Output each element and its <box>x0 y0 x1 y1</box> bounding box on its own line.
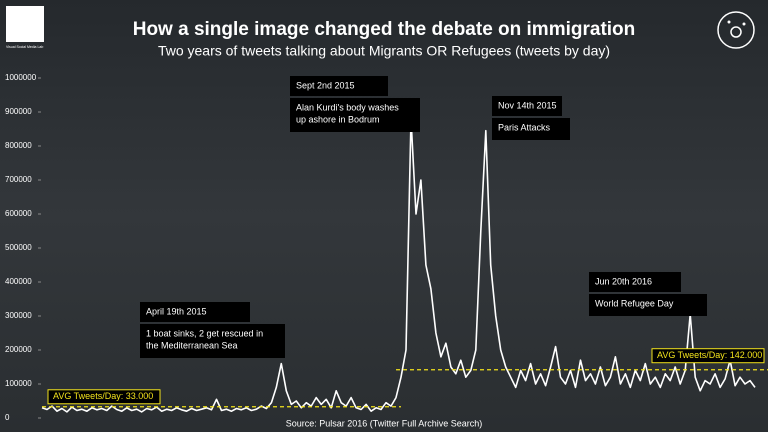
y-tick-label: 200000 <box>5 345 32 354</box>
y-tick-label: 0 <box>5 413 10 422</box>
annotation-date-box <box>290 76 388 96</box>
average-label: AVG Tweets/Day: 142.000 <box>657 350 762 360</box>
annotation-date: Jun 20th 2016 <box>595 276 652 286</box>
average-label-box <box>651 348 765 364</box>
annotation-text: Alan Kurdi's body washes <box>296 102 399 112</box>
y-tick-label: 600000 <box>5 209 32 218</box>
annotation-text: 1 boat sinks, 2 get rescued in <box>146 328 263 338</box>
logo-text: Visual Social Media Lab <box>6 45 43 49</box>
y-tick-label: 1000000 <box>5 73 37 82</box>
annotation-box <box>492 118 570 140</box>
y-tick-label: 500000 <box>5 243 32 252</box>
source: Source: Pulsar 2016 (Twitter Full Archiv… <box>286 418 483 428</box>
average-label: AVG Tweets/Day: 33.000 <box>53 391 153 401</box>
y-tick-label: 300000 <box>5 311 32 320</box>
y-tick-label: 100000 <box>5 379 32 388</box>
annotation-date-box <box>140 302 250 322</box>
corner-icon <box>717 11 755 49</box>
annotation-date: Sept 2nd 2015 <box>296 80 355 90</box>
annotation-text: the Mediterranean Sea <box>146 340 238 350</box>
annotation-box <box>140 324 285 358</box>
annotation-date-box <box>492 96 562 116</box>
y-tick-label: 400000 <box>5 277 32 286</box>
annotation-date-box <box>589 272 681 292</box>
annotation-box <box>589 294 707 316</box>
annotation-text: World Refugee Day <box>595 298 674 308</box>
average-label-box <box>47 389 161 405</box>
chart-title: How a single image changed the debate on… <box>133 19 636 40</box>
annotation-text: Paris Attacks <box>498 122 551 132</box>
y-tick-label: 800000 <box>5 141 32 150</box>
annotation-date: April 19th 2015 <box>146 306 207 316</box>
data-line <box>41 118 756 413</box>
chart-subtitle: Two years of tweets talking about Migran… <box>158 43 610 59</box>
annotation-date: Nov 14th 2015 <box>498 100 557 110</box>
y-tick-label: 900000 <box>5 107 32 116</box>
annotation-text: up ashore in Bodrum <box>296 114 380 124</box>
annotation-box <box>290 98 420 132</box>
y-tick-label: 700000 <box>5 175 32 184</box>
logo <box>6 6 44 42</box>
